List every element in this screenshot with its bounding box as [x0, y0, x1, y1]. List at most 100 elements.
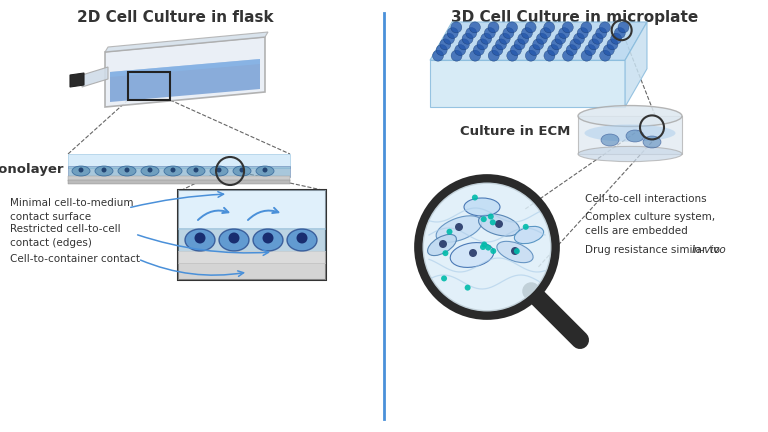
Ellipse shape: [256, 166, 274, 176]
Circle shape: [473, 44, 485, 56]
Polygon shape: [625, 22, 647, 107]
Circle shape: [477, 39, 488, 50]
Text: 2D Cell Culture in flask: 2D Cell Culture in flask: [77, 10, 273, 25]
Ellipse shape: [210, 166, 228, 176]
Circle shape: [581, 50, 592, 61]
Text: 3D Cell Culture in microplate: 3D Cell Culture in microplate: [452, 10, 699, 25]
Ellipse shape: [219, 229, 249, 251]
Circle shape: [521, 28, 532, 38]
Circle shape: [523, 224, 528, 230]
Circle shape: [446, 229, 452, 235]
Ellipse shape: [478, 214, 519, 236]
Circle shape: [229, 232, 240, 244]
Circle shape: [470, 50, 481, 61]
Circle shape: [447, 28, 458, 38]
FancyBboxPatch shape: [68, 180, 290, 184]
Circle shape: [488, 213, 494, 219]
Text: Drug resistance similar to: Drug resistance similar to: [585, 245, 723, 255]
Circle shape: [124, 168, 130, 172]
Ellipse shape: [626, 130, 644, 142]
Circle shape: [440, 39, 451, 50]
Circle shape: [518, 33, 529, 44]
Circle shape: [101, 168, 107, 172]
Polygon shape: [430, 22, 647, 60]
Circle shape: [495, 39, 507, 50]
Ellipse shape: [428, 235, 456, 256]
Circle shape: [581, 22, 592, 33]
Polygon shape: [110, 59, 260, 102]
Circle shape: [263, 232, 273, 244]
Circle shape: [240, 168, 244, 172]
Circle shape: [436, 44, 447, 56]
Ellipse shape: [141, 166, 159, 176]
Circle shape: [507, 50, 518, 61]
Ellipse shape: [233, 166, 251, 176]
Circle shape: [485, 245, 492, 251]
Circle shape: [488, 50, 499, 61]
Circle shape: [525, 50, 536, 61]
Polygon shape: [82, 67, 108, 87]
Ellipse shape: [643, 136, 661, 148]
Polygon shape: [430, 60, 625, 107]
Circle shape: [485, 28, 495, 38]
Ellipse shape: [497, 241, 533, 263]
Text: Minimal cell-to-medium
contact surface: Minimal cell-to-medium contact surface: [10, 198, 134, 222]
Circle shape: [529, 44, 540, 56]
Circle shape: [511, 247, 519, 255]
Polygon shape: [70, 73, 84, 87]
FancyBboxPatch shape: [178, 228, 326, 252]
Text: Cell-to-container contact: Cell-to-container contact: [10, 254, 140, 264]
Circle shape: [503, 28, 514, 38]
Circle shape: [574, 33, 584, 44]
Ellipse shape: [164, 166, 182, 176]
Circle shape: [462, 33, 473, 44]
Circle shape: [296, 232, 307, 244]
Circle shape: [592, 33, 603, 44]
Polygon shape: [110, 59, 260, 77]
Text: Culture in ECM: Culture in ECM: [459, 125, 570, 138]
Circle shape: [442, 250, 449, 256]
Polygon shape: [105, 32, 268, 52]
Circle shape: [604, 44, 614, 56]
Circle shape: [562, 50, 574, 61]
Circle shape: [511, 44, 521, 56]
Circle shape: [607, 39, 618, 50]
Circle shape: [451, 50, 462, 61]
FancyBboxPatch shape: [178, 190, 326, 230]
Circle shape: [170, 168, 176, 172]
Ellipse shape: [515, 226, 544, 244]
Circle shape: [555, 33, 566, 44]
Circle shape: [492, 44, 503, 56]
Circle shape: [481, 216, 487, 222]
Text: Restricted cell-to-cell
contact (edges): Restricted cell-to-cell contact (edges): [10, 224, 121, 248]
Circle shape: [217, 168, 221, 172]
FancyBboxPatch shape: [68, 176, 290, 181]
Ellipse shape: [584, 124, 676, 142]
Text: in-vivo: in-vivo: [692, 245, 727, 255]
Ellipse shape: [72, 166, 90, 176]
Circle shape: [194, 168, 198, 172]
Circle shape: [455, 223, 463, 231]
Circle shape: [441, 276, 447, 281]
FancyBboxPatch shape: [178, 190, 326, 280]
Circle shape: [584, 44, 596, 56]
Circle shape: [78, 168, 84, 172]
FancyBboxPatch shape: [68, 166, 290, 177]
Circle shape: [194, 232, 206, 244]
Ellipse shape: [601, 134, 619, 146]
Circle shape: [618, 22, 629, 33]
Circle shape: [514, 248, 520, 254]
Polygon shape: [105, 37, 265, 107]
Circle shape: [562, 22, 573, 33]
FancyBboxPatch shape: [178, 251, 326, 264]
Circle shape: [533, 39, 544, 50]
Circle shape: [455, 44, 465, 56]
Circle shape: [514, 39, 525, 50]
Circle shape: [465, 285, 471, 291]
Circle shape: [443, 33, 455, 44]
Ellipse shape: [95, 166, 113, 176]
Ellipse shape: [118, 166, 136, 176]
Text: 2D Monolayer: 2D Monolayer: [0, 162, 64, 175]
Ellipse shape: [287, 229, 317, 251]
Circle shape: [482, 241, 487, 248]
